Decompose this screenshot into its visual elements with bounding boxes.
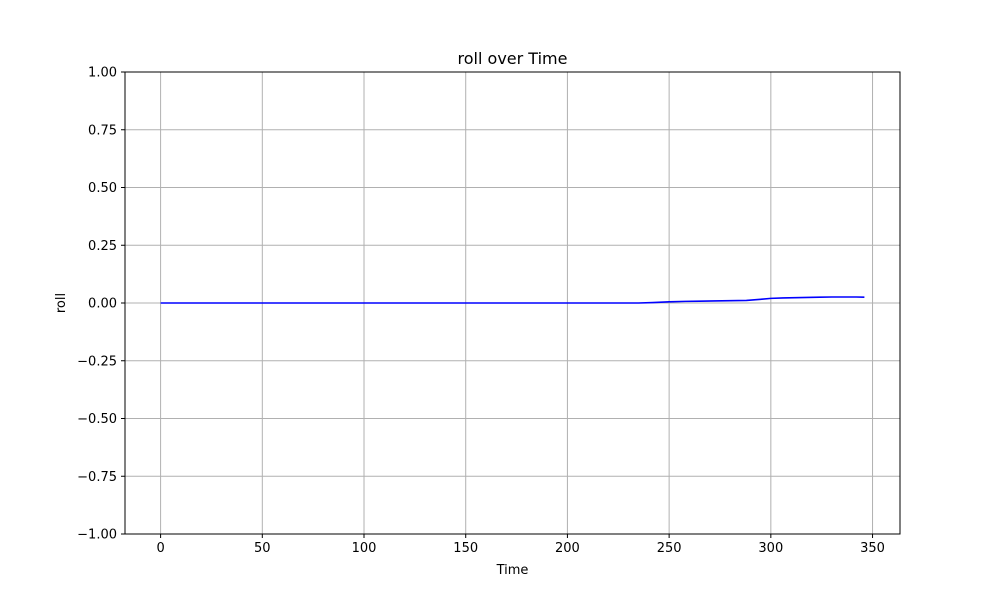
- y-tick-label: −0.75: [77, 470, 117, 485]
- x-tick-label: 300: [758, 541, 783, 556]
- chart-title: roll over Time: [458, 49, 568, 68]
- x-tick-label: 0: [156, 541, 164, 556]
- x-tick-label: 200: [555, 541, 580, 556]
- y-tick-label: −0.25: [77, 354, 117, 369]
- y-tick-label: 0.50: [88, 181, 117, 196]
- x-tick-label: 150: [453, 541, 478, 556]
- y-tick-label: 0.25: [88, 239, 117, 254]
- x-tick-label: 350: [860, 541, 885, 556]
- series-layer: [160, 296, 865, 304]
- y-tick-label: 0.75: [88, 123, 117, 138]
- y-axis-label: roll: [54, 293, 69, 313]
- y-tick-label: 0.00: [88, 297, 117, 312]
- y-tick-label: −0.50: [77, 412, 117, 427]
- x-axis-label: Time: [496, 563, 529, 578]
- y-tick-label: 1.00: [88, 66, 117, 81]
- x-tick-label: 100: [352, 541, 377, 556]
- ticks: 0 50 100 150 200 250 300 350 −1.00 −0.75 −0.50 −0.2…: [77, 66, 885, 557]
- x-tick-label: 50: [254, 541, 271, 556]
- roll-series-line: [160, 296, 865, 304]
- x-tick-label: 250: [657, 541, 682, 556]
- y-tick-label: −1.00: [77, 528, 117, 543]
